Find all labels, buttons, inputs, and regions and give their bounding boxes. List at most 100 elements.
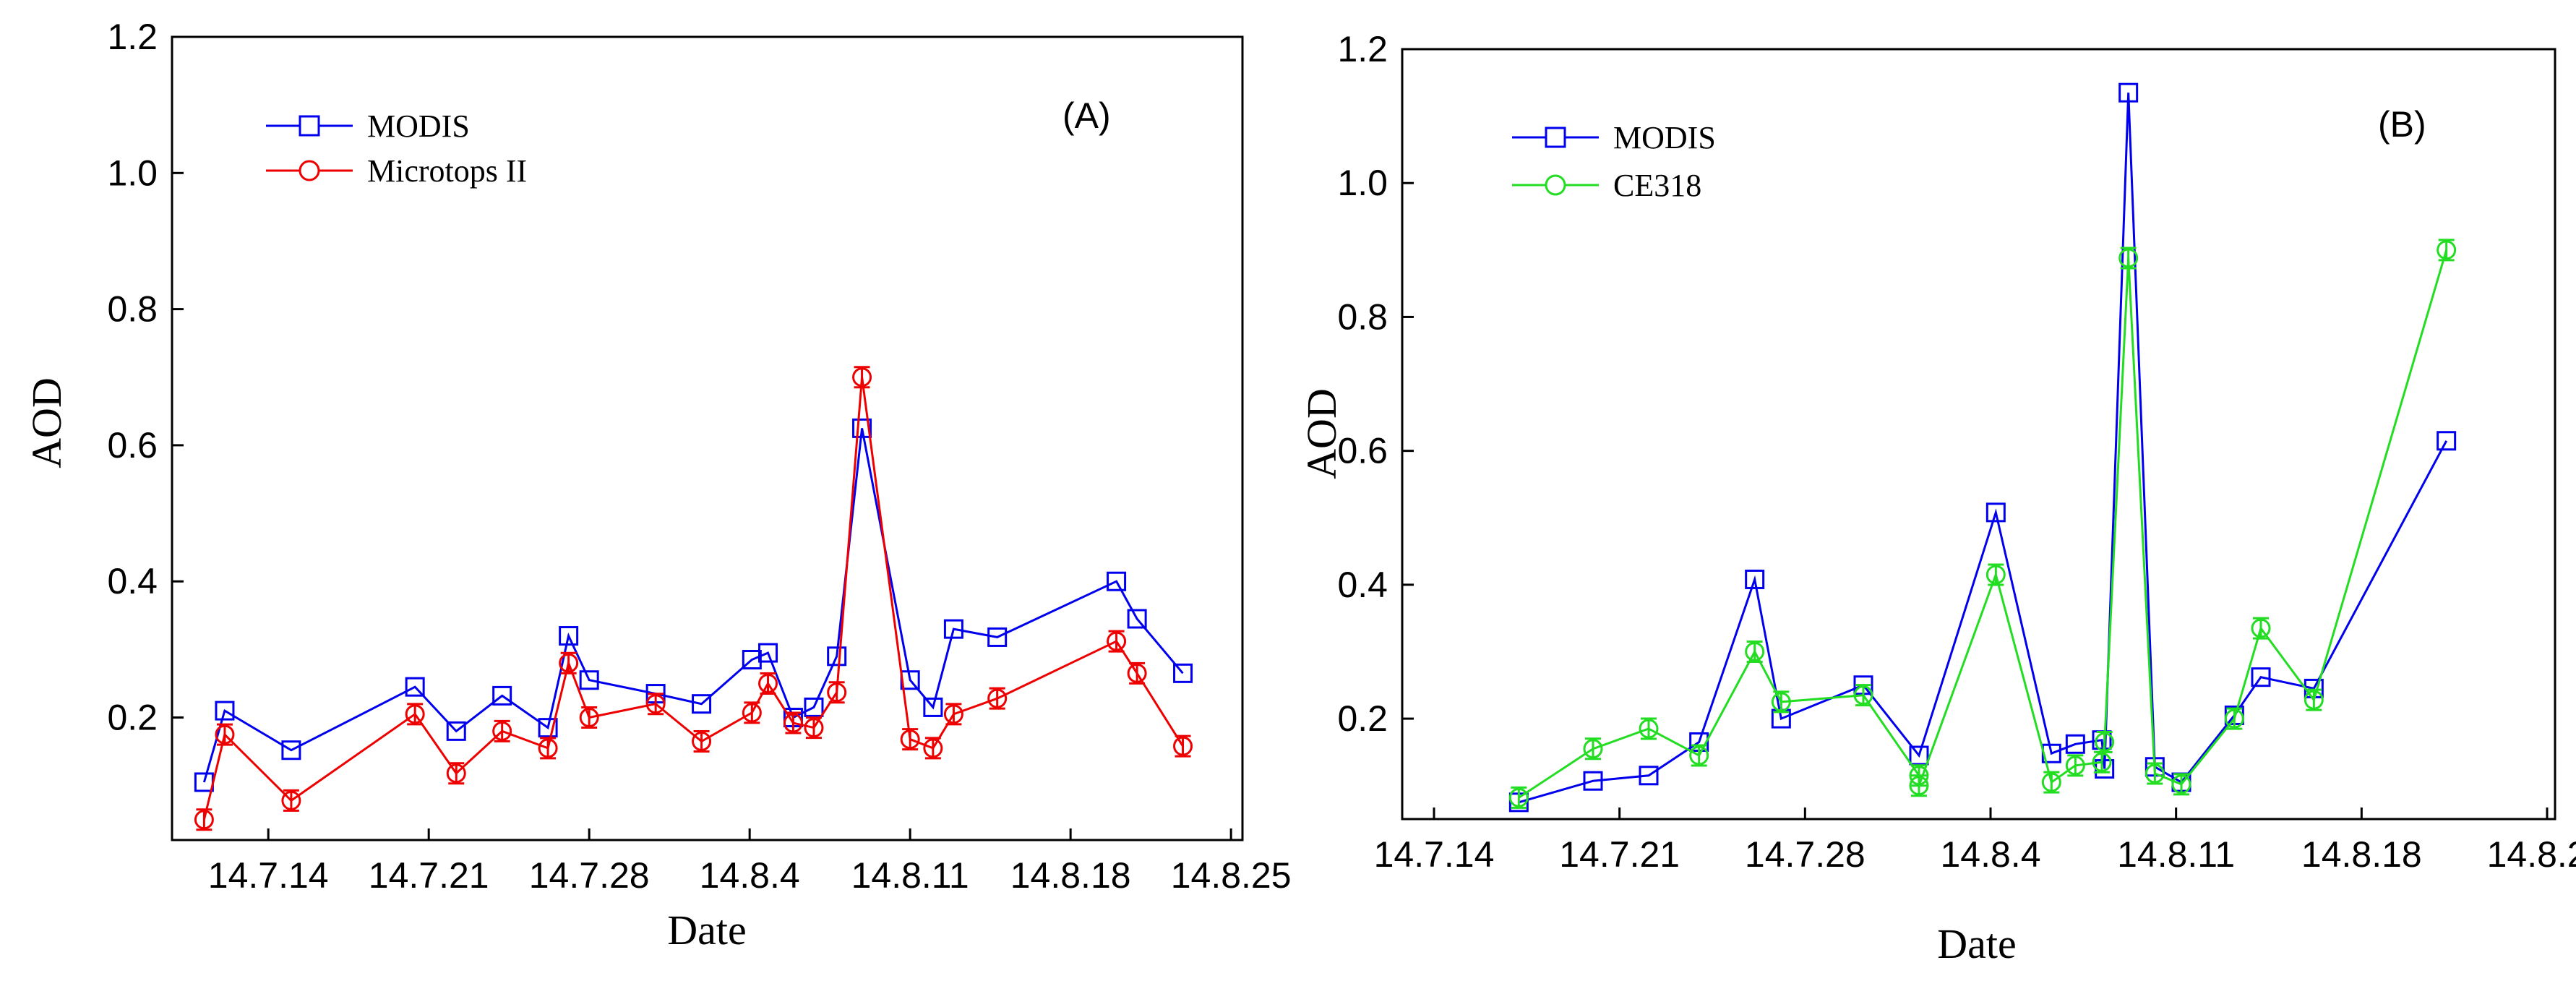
series-line-ce318: [1518, 249, 2448, 799]
panel-a-x-tick-label: 14.7.28: [529, 855, 650, 896]
data-point-modis: [758, 643, 778, 663]
panel-a-y-tick-label: 1.2: [107, 17, 158, 57]
data-point-modis: [194, 772, 214, 792]
panel-b-y-tick-label: 0.2: [1337, 698, 1388, 739]
error-bar-microtops-ii: [902, 728, 919, 751]
error-bar-microtops-ii: [989, 687, 1005, 710]
data-point-ce318: [1689, 745, 1709, 766]
data-point-microtops-ii: [742, 703, 762, 723]
legend-ce318-marker: [1545, 174, 1566, 196]
error-bar-microtops-ii: [1129, 661, 1146, 685]
error-bar-microtops-ii: [196, 808, 212, 831]
error-bar-ce318: [1773, 690, 1790, 714]
panel-a-ticks: 14.7.14 14.7.21 14.7.28 14.8.4 14.8.11 14.8.1…: [107, 17, 1291, 896]
data-point-microtops-ii: [804, 718, 824, 738]
panel-b-marks: [1508, 82, 2457, 813]
data-point-microtops-ii: [194, 810, 214, 830]
panel-b-series-modis: [1508, 82, 2457, 813]
error-bar-ce318: [1911, 774, 1927, 797]
error-bar-ce318: [2173, 773, 2189, 796]
error-bar-ce318: [2253, 617, 2269, 640]
data-point-ce318: [2224, 708, 2244, 729]
data-point-ce318: [2041, 772, 2061, 792]
error-bar-ce318: [2067, 754, 2084, 777]
panel-b-y-tick-label: 0.8: [1337, 296, 1388, 337]
data-point-modis: [1173, 663, 1193, 683]
panel-a-y-tick-label: 0.4: [107, 561, 158, 601]
panel-a-y-tick-label: 1.0: [107, 153, 158, 193]
data-point-modis: [281, 740, 301, 761]
data-point-microtops-ii: [446, 763, 466, 784]
data-point-ce318: [2251, 618, 2271, 638]
panel-a-y-tick-label: 0.8: [107, 289, 158, 330]
data-point-modis: [1583, 771, 1603, 791]
error-bar-microtops-ii: [648, 693, 664, 716]
error-bar-microtops-ii: [1175, 734, 1191, 758]
data-point-microtops-ii: [281, 790, 301, 810]
panel-b-y-axis-title: AOD: [1298, 388, 1345, 479]
data-point-modis: [579, 670, 599, 690]
data-point-microtops-ii: [538, 738, 558, 758]
data-point-ce318: [1985, 565, 2006, 585]
panel-a-x-tick-label: 14.8.18: [1010, 855, 1131, 896]
data-point-ce318: [2095, 732, 2115, 752]
panel-a-y-axis-title: AOD: [23, 377, 70, 468]
panel-b-ticks: 14.7.14 14.7.21 14.7.28 14.8.4 14.8.11 14.8.1…: [1337, 29, 2576, 875]
error-bar-microtops-ii: [785, 711, 802, 734]
data-point-modis: [852, 418, 872, 438]
error-bar-microtops-ii: [494, 719, 510, 742]
data-point-microtops-ii: [215, 724, 235, 745]
data-point-microtops-ii: [758, 673, 778, 693]
data-point-microtops-ii: [645, 694, 666, 714]
data-point-modis: [446, 721, 466, 741]
data-point-microtops-ii: [900, 729, 920, 750]
error-bar-microtops-ii: [540, 737, 557, 760]
panel-a-y-tick-label: 0.6: [107, 425, 158, 466]
data-point-modis: [2065, 734, 2085, 754]
data-point-modis: [2251, 667, 2271, 687]
data-point-modis: [804, 697, 824, 717]
error-bar-microtops-ii: [805, 716, 822, 740]
data-point-microtops-ii: [692, 731, 712, 751]
panel-b-x-tick-label: 14.7.28: [1745, 834, 1866, 875]
data-point-microtops-ii: [579, 708, 599, 728]
series-line-modis: [202, 428, 1184, 783]
error-bar-ce318: [2147, 762, 2163, 785]
error-bar-ce318: [1691, 744, 1707, 767]
data-point-modis: [1127, 609, 1147, 629]
panel-a-y-tick-label: 0.2: [107, 698, 158, 738]
panel-a-x-tick-label: 14.8.4: [700, 855, 800, 896]
data-point-modis: [492, 685, 512, 706]
data-point-modis: [987, 627, 1008, 647]
panel-b-x-tick-label: 14.8.25: [2487, 834, 2576, 875]
error-bar-microtops-ii: [1108, 630, 1125, 653]
panel-b-label: (B): [2378, 104, 2426, 145]
data-point-modis: [538, 718, 558, 738]
data-point-modis: [1745, 569, 1765, 589]
error-bar-ce318: [2096, 731, 2113, 753]
panel-b-y-tick-label: 1.2: [1337, 29, 1388, 69]
data-point-modis: [1107, 571, 1127, 591]
data-point-microtops-ii: [827, 682, 847, 703]
error-bar-microtops-ii: [854, 366, 870, 389]
error-bar-ce318: [1641, 717, 1657, 740]
data-point-ce318: [2118, 248, 2139, 268]
error-bar-ce318: [1585, 737, 1601, 761]
panel-a-legend: MODIS Microtops II: [266, 108, 527, 189]
error-bar-ce318: [1855, 684, 1871, 707]
panel-a-series-microtops-ii: [194, 366, 1193, 831]
panel-a-x-tick-label: 14.8.25: [1171, 855, 1292, 896]
error-bar-microtops-ii: [560, 651, 577, 674]
panel-b-y-tick-label: 0.6: [1337, 431, 1388, 471]
data-point-modis: [827, 646, 847, 667]
panel-b-x-tick-label: 14.8.18: [2301, 834, 2422, 875]
series-line-microtops-ii: [202, 377, 1184, 821]
panel-b-series-ce318: [1508, 239, 2457, 809]
error-bar-ce318: [2438, 239, 2455, 262]
data-point-modis: [923, 697, 943, 717]
error-bar-microtops-ii: [448, 762, 465, 785]
error-bar-microtops-ii: [581, 706, 598, 729]
panel-a-x-axis-title: Date: [667, 907, 747, 954]
error-bar-microtops-ii: [945, 703, 962, 726]
